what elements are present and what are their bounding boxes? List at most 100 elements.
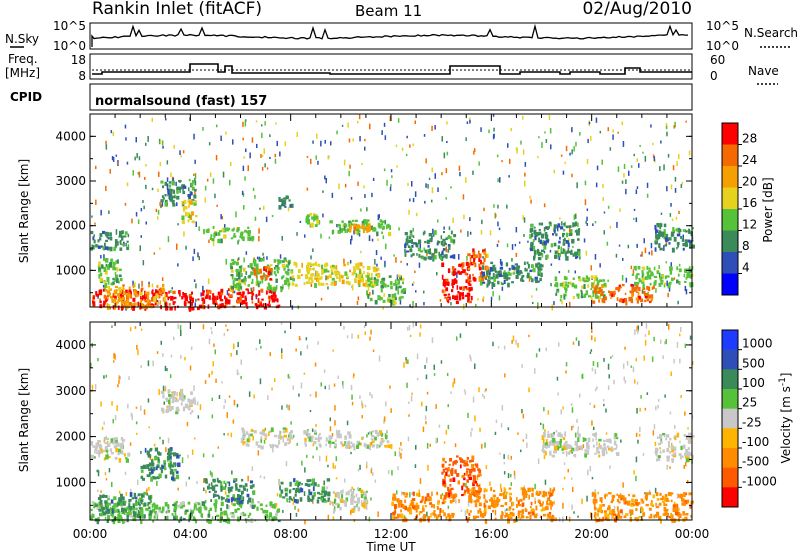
region-cell-3 bbox=[109, 262, 112, 267]
region-cell-11 bbox=[455, 493, 458, 497]
region-cell-0 bbox=[237, 297, 240, 300]
region-cell-19 bbox=[559, 226, 564, 230]
scatter-cell bbox=[288, 280, 291, 285]
region-cell-1 bbox=[102, 506, 105, 511]
scatter-cell bbox=[575, 141, 577, 147]
region-cell-13 bbox=[353, 268, 357, 273]
scatter-cell bbox=[211, 472, 213, 478]
power-colorbar-tick-label: 16 bbox=[742, 196, 757, 210]
region-cell-13 bbox=[315, 271, 319, 276]
region-cell-7 bbox=[325, 443, 327, 447]
region-cell-13 bbox=[551, 454, 555, 458]
region-cell-1 bbox=[121, 296, 125, 300]
region-cell-15 bbox=[450, 236, 452, 240]
region-cell-4 bbox=[168, 184, 171, 188]
region-cell-18 bbox=[540, 264, 544, 268]
region-cell-4 bbox=[170, 196, 173, 200]
region-cell-6 bbox=[248, 437, 251, 441]
scatter-cell bbox=[252, 187, 255, 192]
region-cell-0 bbox=[141, 295, 146, 299]
scatter-cell bbox=[463, 389, 466, 392]
region-cell-8 bbox=[297, 482, 301, 487]
scatter-cell bbox=[586, 223, 588, 226]
freq-left-unit: [MHz] bbox=[5, 66, 40, 80]
region-cell-22 bbox=[633, 265, 637, 270]
region-cell-3 bbox=[176, 392, 178, 397]
region-cell-12 bbox=[353, 226, 356, 231]
region-cell-13 bbox=[306, 264, 310, 270]
scatter-cell bbox=[336, 429, 338, 436]
region-cell-14 bbox=[397, 274, 401, 278]
region-cell-0 bbox=[258, 290, 261, 294]
power-cells bbox=[90, 114, 695, 312]
region-cell-3 bbox=[167, 405, 171, 409]
scatter-cell bbox=[400, 452, 402, 459]
region-cell-14 bbox=[685, 513, 689, 516]
scatter-cell bbox=[100, 401, 102, 407]
region-cell-11 bbox=[470, 459, 474, 463]
region-cell-18 bbox=[519, 271, 523, 274]
region-cell-6 bbox=[251, 236, 254, 242]
region-cell-12 bbox=[503, 488, 507, 492]
region-cell-13 bbox=[357, 263, 361, 267]
region-cell-11 bbox=[343, 226, 346, 231]
region-cell-7 bbox=[259, 280, 262, 285]
region-cell-0 bbox=[232, 503, 236, 507]
region-cell-1 bbox=[111, 505, 114, 508]
region-cell-22 bbox=[648, 270, 652, 273]
region-cell-7 bbox=[256, 275, 258, 281]
scatter-cell bbox=[323, 369, 326, 373]
region-cell-22 bbox=[659, 276, 663, 280]
region-cell-4 bbox=[191, 199, 195, 202]
scatter-cell bbox=[465, 137, 467, 141]
region-cell-7 bbox=[331, 441, 335, 444]
region-cell-19 bbox=[567, 247, 570, 253]
region-cell-17 bbox=[483, 275, 486, 278]
scatter-cell bbox=[547, 431, 550, 434]
scatter-cell bbox=[410, 395, 413, 402]
scatter-cell bbox=[544, 479, 547, 485]
region-cell-14 bbox=[681, 498, 685, 502]
region-cell-21 bbox=[629, 290, 633, 294]
region-cell-1 bbox=[111, 300, 115, 304]
region-cell-19 bbox=[567, 242, 570, 248]
scatter-cell bbox=[361, 163, 363, 166]
scatter-cell bbox=[336, 224, 338, 228]
region-cell-2 bbox=[121, 243, 125, 246]
scatter-cell bbox=[162, 439, 164, 445]
region-cell-14 bbox=[682, 511, 685, 516]
region-cell-12 bbox=[547, 513, 551, 518]
scatter-cell bbox=[161, 140, 164, 146]
region-cell-9 bbox=[279, 199, 283, 202]
region-cell-4 bbox=[174, 468, 177, 472]
scatter-cell bbox=[260, 154, 262, 158]
scatter-cell bbox=[327, 155, 330, 160]
region-cell-4 bbox=[140, 475, 144, 479]
scatter-cell bbox=[458, 254, 460, 260]
region-cell-12 bbox=[466, 508, 469, 514]
region-cell-0 bbox=[181, 503, 186, 508]
scatter-cell bbox=[127, 403, 129, 409]
region-cell-23 bbox=[691, 227, 694, 230]
region-cell-3 bbox=[168, 401, 171, 407]
region-cell-12 bbox=[534, 500, 537, 504]
scatter-cell bbox=[242, 137, 244, 141]
region-cell-12 bbox=[473, 500, 476, 503]
region-cell-1 bbox=[146, 493, 149, 496]
region-cell-1 bbox=[122, 286, 125, 290]
scatter-cell bbox=[562, 502, 564, 509]
scatter-cell bbox=[164, 387, 167, 392]
scatter-cell bbox=[522, 215, 524, 220]
scatter-cell bbox=[193, 437, 196, 440]
region-cell-12 bbox=[358, 224, 361, 229]
region-cell-9 bbox=[354, 505, 357, 509]
region-cell-13 bbox=[321, 271, 324, 276]
region-cell-2 bbox=[116, 442, 120, 447]
region-cell-1 bbox=[110, 295, 113, 299]
region-cell-0 bbox=[120, 294, 124, 298]
region-cell-3 bbox=[114, 262, 117, 266]
region-cell-12 bbox=[367, 224, 371, 228]
region-cell-14 bbox=[394, 279, 397, 285]
region-cell-10 bbox=[437, 500, 440, 505]
region-cell-6 bbox=[214, 232, 218, 236]
